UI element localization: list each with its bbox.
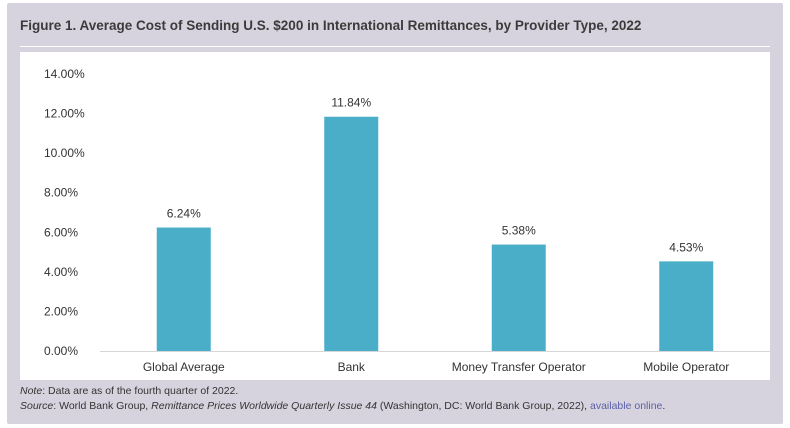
bar: [324, 116, 379, 351]
y-tick-label: 8.00%: [44, 186, 78, 200]
source-link[interactable]: available online: [590, 400, 663, 412]
y-tick-label: 0.00%: [44, 344, 78, 358]
source-publication: Remittance Prices Worldwide Quarterly Is…: [151, 400, 377, 412]
source-prefix: : World Bank Group,: [53, 400, 152, 412]
bar-chart: 0.00% 2.00% 4.00% 6.00% 8.00% 10.00% 12.00% 14.…: [44, 67, 770, 374]
data-label: 11.84%: [331, 96, 371, 110]
bar: [659, 261, 714, 351]
y-tick-label: 14.00%: [44, 67, 85, 81]
x-tick-label: Global Average: [143, 360, 225, 374]
source-suffix: (Washington, DC: World Bank Group, 2022)…: [376, 400, 590, 412]
bar: [491, 244, 546, 351]
figure-card: Figure 1. Average Cost of Sending U.S. $…: [7, 3, 783, 424]
y-tick-label: 4.00%: [44, 265, 78, 279]
chart-panel: 0.00% 2.00% 4.00% 6.00% 8.00% 10.00% 12.00% 14.…: [20, 52, 770, 380]
title-divider: [20, 46, 770, 47]
y-tick-label: 6.00%: [44, 225, 78, 239]
x-tick-label: Bank: [338, 360, 366, 374]
source-end: .: [662, 400, 666, 412]
y-tick-label: 2.00%: [44, 304, 78, 318]
y-tick-label: 10.00%: [44, 146, 85, 160]
source-line: Source: World Bank Group, Remittance Pri…: [20, 399, 665, 414]
note-text: : Data are as of the fourth quarter of 2…: [42, 385, 239, 397]
x-tick-label: Mobile Operator: [643, 360, 729, 374]
figure-title: Figure 1. Average Cost of Sending U.S. $…: [20, 18, 642, 33]
data-label: 6.24%: [167, 207, 201, 221]
figure-notes: Note: Data are as of the fourth quarter …: [20, 384, 665, 414]
note-label: Note: [20, 385, 43, 397]
y-tick-label: 12.00%: [44, 107, 85, 121]
source-label: Source: [20, 400, 54, 412]
data-label: 5.38%: [502, 224, 536, 238]
bar: [156, 227, 211, 351]
note-line: Note: Data are as of the fourth quarter …: [20, 384, 665, 399]
x-tick-label: Money Transfer Operator: [452, 360, 586, 374]
data-label: 4.53%: [669, 240, 703, 254]
